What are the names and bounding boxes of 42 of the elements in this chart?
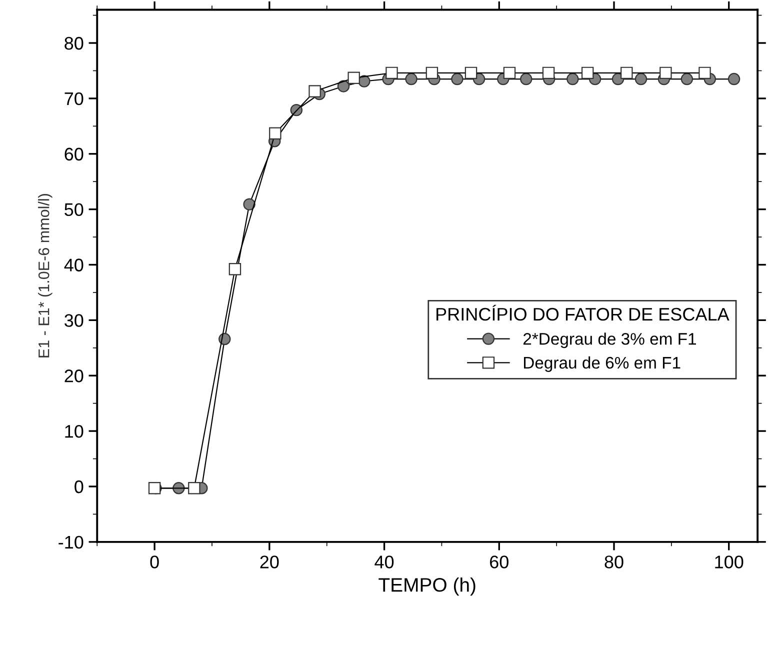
- x-tick-label: 20: [260, 556, 279, 568]
- legend-title: PRINCÍPIO DO FATOR DE ESCALA: [436, 304, 730, 321]
- point: [337, 80, 350, 92]
- y-tick-label: 60: [64, 148, 84, 161]
- y-tick-label: -10: [58, 536, 84, 549]
- y-tick-label: 80: [64, 36, 84, 50]
- point: [520, 72, 532, 86]
- y-tick-label: 70: [64, 92, 84, 106]
- point: [634, 72, 648, 86]
- point: [405, 72, 418, 86]
- y-tick-label: 10: [65, 424, 84, 438]
- point: [698, 66, 711, 80]
- y-tick-label: 0: [74, 480, 84, 494]
- legend-label: 2*Degrau de 3% em F1: [523, 332, 696, 348]
- point: [269, 127, 282, 140]
- point: [426, 66, 438, 80]
- x-tick-label: 80: [604, 556, 624, 568]
- point: [464, 66, 478, 80]
- point: [228, 263, 242, 276]
- point: [542, 66, 555, 80]
- y-tick-label: 30: [64, 314, 84, 327]
- y-axis-title: E1 - E1* (1.0E-6 mmol/l): [38, 194, 52, 358]
- point: [728, 72, 740, 86]
- y-tick-label: 20: [64, 370, 84, 382]
- point: [308, 85, 321, 98]
- legend-label: Degrau de 6% em F1: [524, 356, 680, 372]
- point: [581, 66, 594, 80]
- point: [243, 198, 256, 210]
- x-tick-label: 60: [490, 556, 508, 568]
- point: [566, 72, 579, 86]
- point: [386, 66, 398, 80]
- point: [680, 72, 694, 86]
- point: [188, 482, 200, 494]
- point: [503, 66, 516, 80]
- x-tick-label: 40: [374, 556, 394, 568]
- x-tick-label: 0: [150, 556, 159, 568]
- point: [451, 72, 464, 86]
- y-tick-label: 50: [64, 203, 84, 216]
- y-tick-label: 40: [64, 258, 84, 272]
- x-axis-title: TEMPO (h): [378, 577, 476, 596]
- point: [660, 66, 672, 80]
- x-tick-label: 100: [715, 556, 744, 568]
